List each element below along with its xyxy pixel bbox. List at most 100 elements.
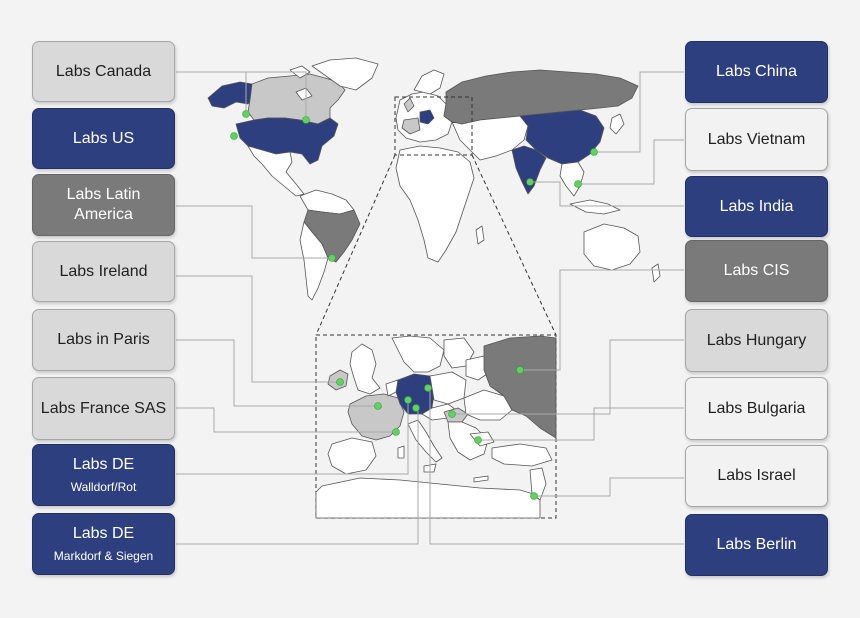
japan-region	[609, 113, 625, 135]
label-latin-line1: Labs Latin	[66, 186, 141, 203]
madagascar-region	[475, 225, 485, 245]
connector-israel	[534, 477, 684, 497]
ukraine-region	[463, 389, 513, 421]
connector-de-markdorf	[176, 408, 419, 545]
label-france-sas-line1: Labs France SAS	[40, 399, 167, 417]
marker-ireland	[336, 378, 344, 386]
label-berlin-line1: Labs Berlin	[716, 536, 797, 553]
marker-paris	[374, 402, 382, 410]
label-box-israel: Labs Israel	[685, 445, 828, 507]
label-box-bulgaria: Labs Bulgaria	[685, 377, 828, 440]
india-region	[511, 145, 547, 195]
sardinia-region	[397, 445, 405, 459]
label-box-hungary: Labs Hungary	[685, 309, 828, 372]
turkey-region	[491, 443, 553, 467]
label-box-china: Labs China	[685, 41, 828, 103]
label-hungary-line1: Labs Hungary	[706, 331, 807, 349]
indonesia-region	[569, 199, 621, 215]
label-canada-line1: Labs Canada	[55, 62, 152, 80]
marker-vancouver	[242, 110, 250, 118]
iberia-region	[327, 437, 377, 475]
label-de-markdorf-line1: Labs DE	[72, 525, 135, 542]
label-de-walldorf-line2: Walldorf/Rot	[70, 480, 137, 494]
label-paris-line1: Labs in Paris	[57, 331, 150, 348]
scandinavia-inset	[391, 335, 445, 373]
mexico-region	[247, 145, 305, 197]
connector-berlin	[429, 388, 684, 545]
label-india-line1: Labs India	[719, 197, 794, 215]
connector-vietnam	[578, 139, 684, 185]
label-box-paris: Labs in Paris	[32, 309, 175, 371]
label-box-ireland: Labs Ireland	[32, 241, 175, 302]
new-zealand-region	[651, 263, 661, 283]
marker-markdorf	[412, 404, 420, 412]
africa-region	[395, 145, 475, 263]
label-box-france-sas: Labs France SAS	[32, 377, 175, 440]
connector-france-sas	[176, 407, 396, 433]
australia-region	[583, 223, 641, 271]
connector-india	[530, 181, 684, 207]
label-israel-line1: Labs Israel	[717, 467, 796, 484]
zoom-source-rect	[394, 96, 473, 156]
italy-region	[407, 419, 443, 463]
label-vietnam-line1: Labs Vietnam	[707, 130, 806, 148]
label-box-cis: Labs CIS	[685, 240, 828, 302]
label-latin-line2: America	[74, 206, 133, 223]
uk-mini	[403, 97, 415, 113]
zoom-line-right	[471, 154, 557, 336]
label-cis-line1: Labs CIS	[723, 262, 790, 279]
connector-hungary	[452, 339, 684, 415]
connector-china	[594, 71, 684, 153]
label-bulgaria-line1: Labs Bulgaria	[707, 399, 806, 417]
scandinavia-region	[413, 69, 445, 95]
connector-paris	[176, 339, 378, 407]
label-box-de-walldorf: Labs DE Walldorf/Rot	[32, 444, 175, 506]
marker-berlin	[424, 384, 432, 392]
marker-montreal	[302, 116, 310, 124]
southeast-asia-region	[559, 161, 585, 197]
marker-hungary	[448, 410, 456, 418]
marker-brazil	[328, 254, 336, 262]
europe-france-mini	[401, 117, 421, 135]
zoom-line-left	[315, 154, 396, 336]
label-ireland-line1: Labs Ireland	[59, 262, 148, 280]
connector-de-walldorf	[176, 400, 409, 475]
marker-cis	[516, 366, 524, 374]
europe-inset	[315, 334, 557, 519]
connector-latin	[176, 205, 332, 259]
label-box-canada: Labs Canada	[32, 41, 175, 102]
china-region	[519, 109, 605, 165]
levant-region	[529, 467, 547, 501]
label-china-line1: Labs China	[716, 63, 797, 80]
europe-germany-mini	[419, 109, 435, 125]
marker-china	[590, 148, 598, 156]
benelux-region	[385, 379, 399, 397]
label-box-us: Labs US	[32, 108, 175, 169]
location-markers	[230, 110, 598, 500]
central-asia-region	[451, 115, 529, 161]
balkans-region	[447, 421, 489, 461]
connector-bulgaria	[478, 407, 684, 441]
label-us-line1: Labs US	[72, 129, 135, 147]
connector-canada-2	[246, 71, 307, 120]
label-box-de-markdorf: Labs DE Markdorf & Siegen	[32, 513, 175, 575]
greenland-region	[311, 57, 379, 91]
marker-us	[230, 132, 238, 140]
poland-region	[429, 371, 467, 405]
zoom-indicator	[315, 96, 557, 336]
uk-region	[349, 343, 381, 395]
marker-walldorf	[404, 396, 412, 404]
marker-france-sas	[392, 428, 400, 436]
label-box-india: Labs India	[685, 176, 828, 237]
marker-vietnam	[574, 180, 582, 188]
crete-region	[473, 475, 489, 483]
label-de-walldorf-line1: Labs DE	[72, 456, 135, 473]
connector-ireland	[176, 275, 340, 383]
connector-cis	[520, 269, 684, 371]
marker-israel	[530, 492, 538, 500]
marker-india	[526, 178, 534, 186]
label-box-vietnam: Labs Vietnam	[685, 108, 828, 171]
connector-lines	[176, 71, 684, 545]
marker-bulgaria	[474, 436, 482, 444]
north-africa-region	[315, 477, 541, 519]
